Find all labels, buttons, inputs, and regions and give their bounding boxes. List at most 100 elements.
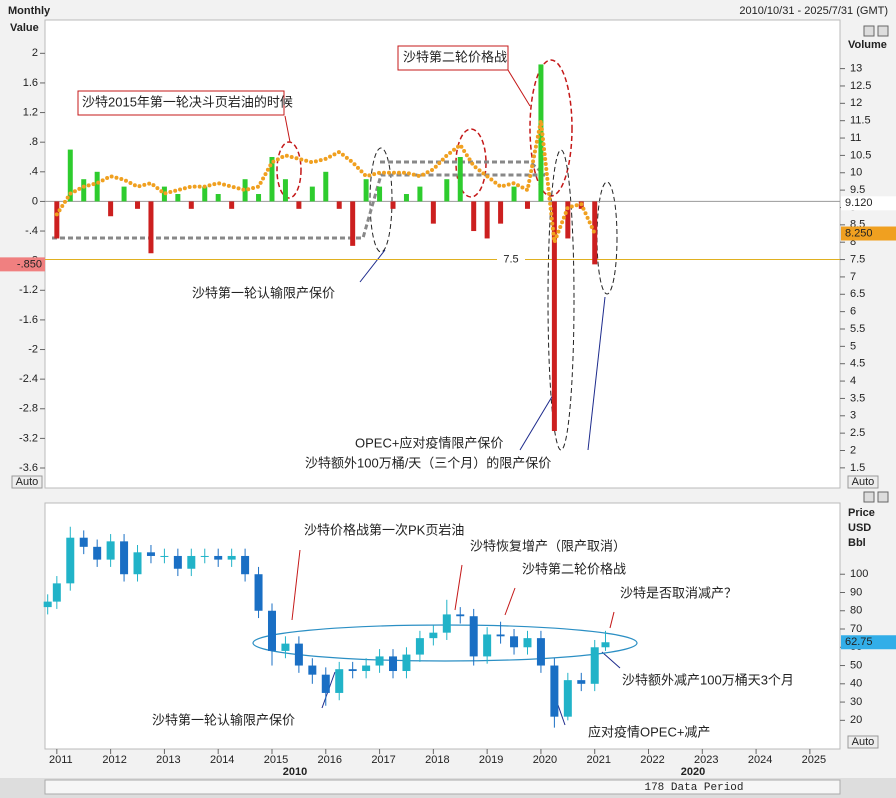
candle-body: [415, 638, 424, 655]
x-tick-label: 2016: [318, 754, 342, 766]
bar: [215, 194, 221, 202]
candle-body: [362, 665, 371, 672]
candle-body: [496, 634, 505, 637]
bar: [121, 186, 127, 202]
candle-body: [227, 555, 236, 560]
candle-body: [160, 555, 169, 557]
y2-tick-label: 7: [850, 271, 856, 283]
annotation: 沙特第二轮价格战: [522, 561, 626, 576]
bar: [565, 201, 571, 239]
scroll-year: 2010: [283, 766, 307, 778]
x-tick-label: 2019: [479, 754, 503, 766]
candle-body: [469, 616, 478, 657]
bar: [551, 201, 557, 431]
candle-body: [577, 680, 586, 684]
y-tick-label: 90: [850, 586, 862, 598]
bar: [94, 171, 100, 202]
annotation: 应对疫情OPEC+减产: [588, 724, 710, 739]
reference-label: 7.5: [503, 253, 518, 265]
minimize-button[interactable]: [863, 25, 875, 37]
y2-marker-bg: [841, 226, 896, 241]
annotation: OPEC+应对疫情限产保价: [355, 435, 503, 450]
x-tick-label: 2024: [748, 754, 772, 766]
x-tick-label: 2025: [802, 754, 826, 766]
y-tick-label: 1.6: [23, 77, 38, 89]
annotation-box: [397, 45, 509, 71]
y2-tick-label: 6: [850, 306, 856, 318]
bar: [54, 201, 60, 239]
y2-tick-label: 4: [850, 375, 856, 387]
last-value-label: 62.75: [845, 636, 873, 648]
candle-body: [442, 614, 451, 633]
y-tick-label: -2.4: [19, 373, 38, 385]
close-button[interactable]: [877, 491, 889, 503]
candle-body: [281, 643, 290, 651]
x-tick-label: 2017: [371, 754, 395, 766]
y-tick-label: 2: [32, 47, 38, 59]
auto-button[interactable]: [847, 475, 879, 489]
bar: [430, 201, 436, 224]
close-button[interactable]: [877, 25, 889, 37]
annotation-arrows: [284, 69, 621, 726]
bar: [67, 149, 73, 202]
y2-tick-label: 12: [850, 97, 862, 109]
auto-button[interactable]: [847, 735, 879, 749]
bar: [336, 201, 342, 209]
top-plot-bg: [44, 19, 841, 489]
candle-body: [601, 642, 610, 648]
candle-body: [146, 552, 155, 556]
candle-body: [106, 541, 115, 560]
bar: [498, 201, 504, 224]
y2-tick-label: 9.5: [850, 184, 865, 196]
candle-body: [389, 656, 398, 672]
candle-body: [590, 647, 599, 684]
auto-button[interactable]: [11, 475, 43, 489]
candle-body: [254, 574, 263, 611]
scroll-thumb[interactable]: [44, 779, 841, 795]
bar: [256, 194, 262, 202]
x-tick-label: 2020: [533, 754, 557, 766]
y-axis-label: Price: [848, 507, 875, 519]
data-period: 178 Data Period: [644, 782, 743, 794]
bar: [229, 201, 235, 209]
candle-body: [402, 654, 411, 672]
annotation: 沙特价格战第一次PK页岩油: [304, 522, 464, 537]
y-tick-label: 80: [850, 605, 862, 617]
candle-body: [321, 674, 330, 693]
volume-line: [54, 120, 597, 243]
bar: [444, 179, 450, 202]
y2-tick-label: 5.5: [850, 323, 865, 335]
x-tick-label: 2021: [586, 754, 610, 766]
x-tick-label: 2023: [694, 754, 718, 766]
candle-body: [120, 541, 129, 575]
bar: [188, 201, 194, 209]
candle-body: [52, 583, 61, 602]
bar: [108, 201, 114, 217]
y-tick-label: .8: [29, 136, 38, 148]
candle-body: [536, 638, 545, 666]
y-tick-label: -2: [28, 343, 38, 355]
y-tick-label: 0: [32, 195, 38, 207]
bar: [524, 201, 530, 209]
bar: [282, 179, 288, 202]
y2-marker-label: 9.120: [845, 197, 873, 209]
candle-body: [483, 634, 492, 657]
bar: [377, 186, 383, 202]
y-tick-label: 70: [850, 623, 862, 635]
annotation-box: [77, 90, 285, 116]
candle-body: [308, 665, 317, 675]
y2-tick-label: 12.5: [850, 80, 871, 92]
y2-tick-label: 2: [850, 444, 856, 456]
annotation: 沙特额外减产100万桶天3个月: [622, 672, 794, 687]
last-value-bg: [841, 635, 896, 650]
y-tick-label: -1.2: [19, 284, 38, 296]
y2-marker-bg: [841, 196, 896, 211]
reference-label-bg: [497, 253, 525, 266]
y2-tick-label: 1.5: [850, 462, 865, 474]
candle-body: [133, 552, 142, 575]
minimize-button[interactable]: [863, 491, 875, 503]
y2-tick-label: 3.5: [850, 392, 865, 404]
bar: [296, 201, 302, 209]
y2-tick-label: 2.5: [850, 427, 865, 439]
